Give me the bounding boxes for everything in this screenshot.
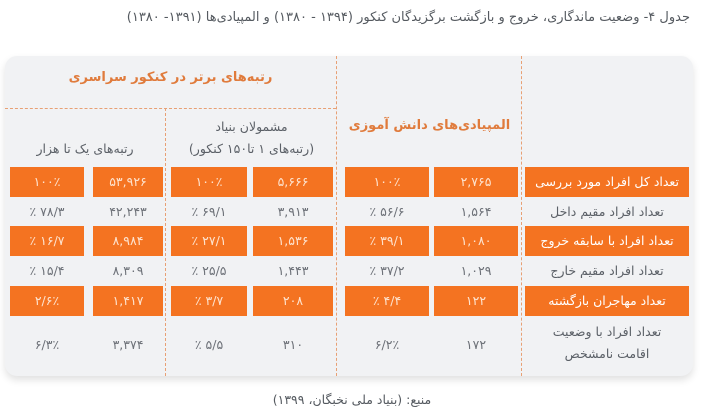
row-label-line1: تعداد افراد با وضعیت [552,324,662,339]
row-label-resident-inside: تعداد افراد مقیم داخل [550,204,664,219]
row-label-resident-abroad: تعداد افراد مقیم خارج [550,263,664,278]
cell-foundation-pct: ۳/۷ ٪ [171,286,247,316]
cell-foundation-count: ۱,۵۳۶ [253,226,333,256]
cell-top1000-pct: ۷۸/۳ ٪ [29,204,65,219]
table-title: جدول ۴- وضعیت ماندگاری، خروج و بازگشت بر… [126,10,690,25]
cell-foundation-pct: ۲۵/۵ ٪ [191,263,227,278]
cell-top1000-pct: ۶/۳٪ [34,337,60,352]
header-foundation-line1: مشمولان بنیاد [215,119,288,134]
cell-top1000-count: ۵۳,۹۲۶ [93,167,163,197]
cell-olympiad-pct: ۶/۲٪ [374,337,400,352]
row-divider [5,108,336,109]
cell-olympiad-pct: ۱۰۰٪ [345,167,429,197]
cell-olympiad-count: ۲,۷۶۵ [434,167,518,197]
cell-top1000-count: ۸,۳۰۹ [112,263,144,278]
cell-foundation-count: ۳۱۰ [282,337,304,352]
cell-olympiad-pct: ۳۷/۲ ٪ [369,263,405,278]
row-label-returned: تعداد مهاجران بازگشته [525,286,689,316]
cell-olympiad-count: ۱۷۲ [465,337,487,352]
cell-foundation-count: ۲۰۸ [253,286,333,316]
header-konkur-group: رتبه‌های برتر در کنکور سراسری [68,70,273,85]
cell-olympiad-count: ۱۲۲ [434,286,518,316]
cell-foundation-pct: ۲۷/۱ ٪ [171,226,247,256]
cell-olympiad-count: ۱,۰۸۰ [434,226,518,256]
header-top1000: رتبه‌های یک تا هزار [36,141,134,156]
header-foundation: مشمولان بنیاد (رتبه‌های ۱ تا۱۵۰ کنکور) [167,116,336,160]
header-foundation-line2: (رتبه‌های ۱ تا۱۵۰ کنکور) [188,141,315,156]
cell-top1000-count: ۸,۹۸۴ [93,226,163,256]
cell-foundation-pct: ۱۰۰٪ [171,167,247,197]
cell-olympiad-pct: ۳۹/۱ ٪ [345,226,429,256]
row-label-exited: تعداد افراد با سابقه خروج [525,226,689,256]
column-divider [521,56,522,376]
cell-top1000-count: ۴۲,۲۴۳ [109,204,147,219]
row-label-unknown-residence: تعداد افراد با وضعیت اقامت نامشخص [525,321,689,369]
cell-olympiad-count: ۱,۰۲۹ [460,263,492,278]
cell-top1000-pct: ۱۰۰٪ [10,167,84,197]
source-caption: منبع: (بنیاد ملی نخبگان، ۱۳۹۹) [272,392,432,407]
cell-foundation-count: ۵,۶۶۶ [253,167,333,197]
column-divider [165,108,166,376]
cell-top1000-pct: ۱۶/۷ ٪ [10,226,84,256]
cell-olympiad-count: ۱,۵۶۴ [460,204,492,219]
cell-top1000-count: ۳,۳۷۴ [112,337,144,352]
cell-foundation-pct: ۵/۵ ٪ [194,337,224,352]
row-label-total: تعداد کل افراد مورد بررسی [525,167,689,197]
column-divider [336,56,337,376]
cell-foundation-pct: ۶۹/۱ ٪ [191,204,227,219]
cell-foundation-count: ۱,۴۴۳ [277,263,309,278]
row-label-line2: اقامت نامشخص [564,346,650,361]
cell-top1000-pct: ۱۵/۴ ٪ [29,263,65,278]
header-olympiad: المپیادی‌های دانش آموزی [348,118,511,133]
cell-top1000-pct: ۲/۶٪ [10,286,84,316]
cell-top1000-count: ۱,۴۱۷ [93,286,163,316]
data-table: رتبه‌های برتر در کنکور سراسری المپیادی‌ه… [5,56,693,376]
cell-foundation-count: ۳,۹۱۳ [277,204,309,219]
cell-olympiad-pct: ۴/۴ ٪ [345,286,429,316]
cell-olympiad-pct: ۵۶/۶ ٪ [369,204,405,219]
